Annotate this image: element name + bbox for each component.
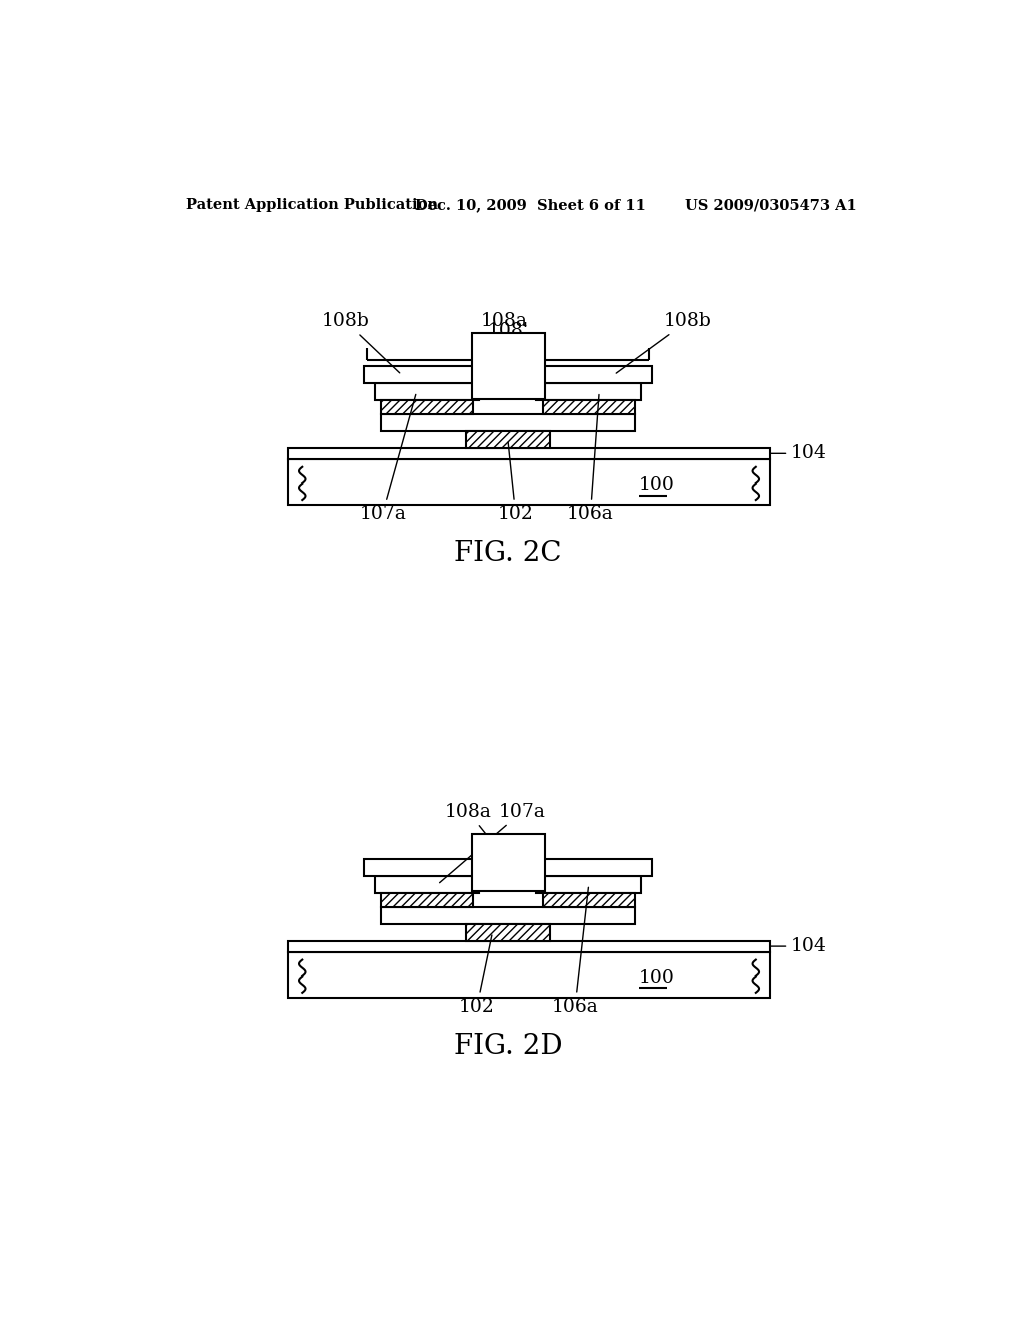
Text: 102: 102 — [498, 442, 534, 523]
Text: Dec. 10, 2009  Sheet 6 of 11: Dec. 10, 2009 Sheet 6 of 11 — [416, 198, 646, 213]
Text: FIG. 2C: FIG. 2C — [454, 540, 561, 568]
Bar — [537, 383, 641, 400]
Bar — [289, 952, 770, 998]
Bar — [525, 366, 652, 383]
Text: 108a: 108a — [444, 803, 503, 854]
Bar — [466, 430, 550, 447]
Text: 104: 104 — [771, 445, 827, 462]
Bar — [381, 907, 635, 924]
Text: 100: 100 — [639, 477, 675, 494]
Bar — [472, 834, 545, 891]
Bar — [466, 924, 550, 941]
Bar — [381, 400, 473, 414]
Text: US 2009/0305473 A1: US 2009/0305473 A1 — [685, 198, 857, 213]
Text: 100: 100 — [639, 969, 675, 987]
Bar — [364, 366, 490, 383]
Text: 107a: 107a — [439, 803, 546, 883]
Bar — [472, 333, 545, 399]
Bar — [543, 892, 635, 907]
Bar — [537, 876, 641, 892]
Bar — [289, 447, 770, 459]
Bar — [381, 892, 473, 907]
Bar — [375, 383, 479, 400]
Text: 108a: 108a — [480, 313, 527, 356]
Text: 108': 108' — [487, 322, 528, 341]
Text: 108b: 108b — [322, 313, 399, 372]
Text: 108b: 108b — [616, 313, 712, 374]
Bar — [364, 859, 652, 876]
Text: 107a: 107a — [359, 395, 416, 523]
Bar — [289, 941, 770, 952]
Text: FIG. 2D: FIG. 2D — [454, 1034, 562, 1060]
Text: 106a: 106a — [552, 887, 598, 1015]
Bar — [543, 400, 635, 414]
Text: 104: 104 — [771, 937, 827, 956]
Text: Patent Application Publication: Patent Application Publication — [186, 198, 438, 213]
Bar — [289, 459, 770, 506]
Text: 106a: 106a — [567, 395, 614, 523]
Text: 102: 102 — [459, 935, 495, 1015]
Bar — [381, 414, 635, 430]
Bar — [375, 876, 479, 892]
